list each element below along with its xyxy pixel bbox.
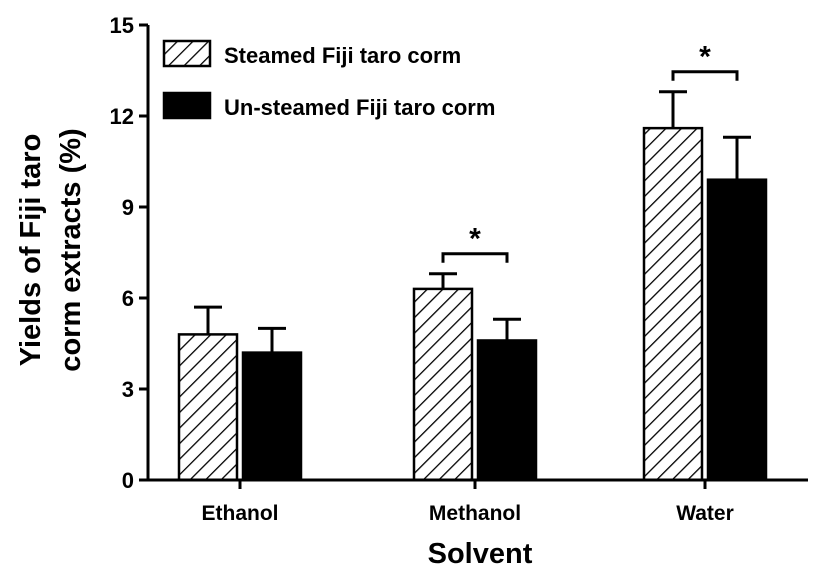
y-axis-title-line-2: corm extracts (%) (55, 128, 87, 371)
bar-methanol-unsteamed (476, 339, 538, 482)
y-tick-label-15: 15 (110, 13, 134, 38)
significance-label: * (699, 41, 711, 74)
legend-label-steamed: Steamed Fiji taro corm (224, 43, 461, 68)
legend-swatch-unsteamed (162, 91, 212, 120)
legend-swatch-steamed (162, 39, 212, 68)
y-tick-label-3: 3 (122, 377, 134, 402)
bars (177, 126, 768, 482)
y-axis-title-line-1: Yields of Fiji taro (15, 134, 47, 367)
legend-label-unsteamed: Un-steamed Fiji taro corm (224, 95, 495, 120)
bar-ethanol-steamed (177, 333, 239, 482)
y-tick-label-12: 12 (110, 104, 134, 129)
significance-bracket (441, 252, 509, 263)
bar-water-unsteamed (706, 178, 768, 482)
category-label-ethanol: Ethanol (202, 502, 279, 525)
bar-methanol-steamed (412, 287, 474, 482)
y-axis-title: Yields of Fiji taro corm extracts (%) (15, 128, 87, 371)
x-axis-title: Solvent (428, 538, 533, 570)
y-tick-label-9: 9 (122, 195, 134, 220)
significance-markers: ** (441, 41, 739, 263)
y-tick-label-0: 0 (122, 468, 134, 493)
significance-label: * (469, 223, 481, 256)
significance-bracket (671, 70, 739, 81)
significance-methanol: * (441, 223, 509, 263)
axes: 0 3 6 9 12 15 (110, 13, 808, 493)
bar-ethanol-unsteamed (241, 351, 303, 482)
significance-water: * (671, 41, 739, 81)
bar-water-steamed (642, 126, 704, 482)
category-label-methanol: Methanol (429, 502, 521, 525)
y-tick-label-6: 6 (122, 286, 134, 311)
error-bars (194, 90, 751, 353)
category-label-water: Water (676, 502, 734, 525)
legend: Steamed Fiji taro corm Un-steamed Fiji t… (162, 39, 495, 120)
category-labels: Ethanol Methanol Water (202, 502, 734, 525)
